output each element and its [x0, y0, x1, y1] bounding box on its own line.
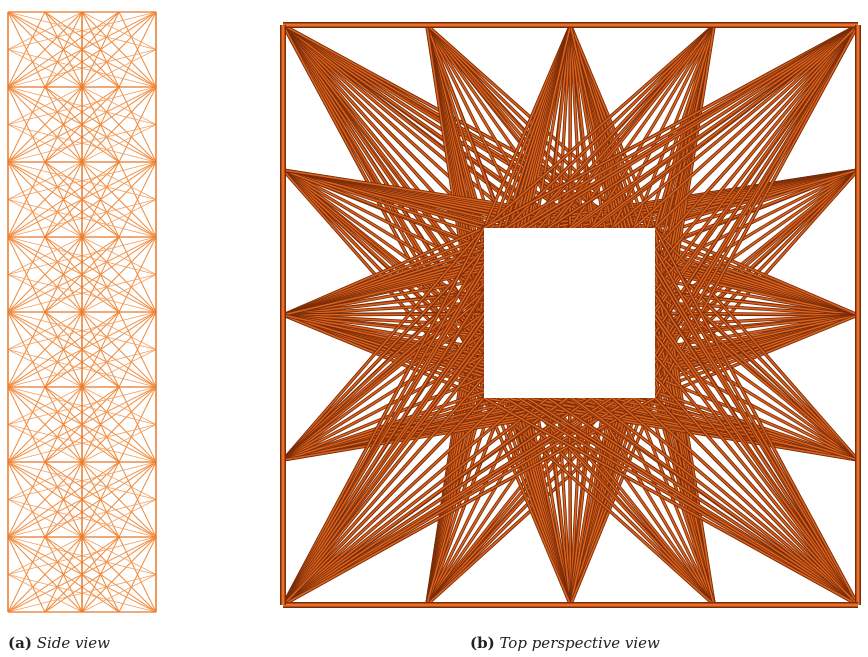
- figure: (a) Side view (b) Top perspective view: [0, 0, 868, 657]
- page: (a) Side view (b) Top perspective view (…: [0, 0, 868, 657]
- side-view-image: [8, 12, 156, 612]
- caption-b: (b) Top perspective view: [470, 634, 660, 652]
- panel-label: (a): [8, 634, 32, 652]
- panel-caption: Top perspective view: [499, 634, 660, 652]
- panel-caption: Side view: [37, 634, 110, 652]
- panel-label: (b): [470, 634, 495, 652]
- opening: [484, 228, 655, 398]
- top-view-image: [283, 25, 858, 605]
- caption-a: (a) Side view: [8, 634, 110, 652]
